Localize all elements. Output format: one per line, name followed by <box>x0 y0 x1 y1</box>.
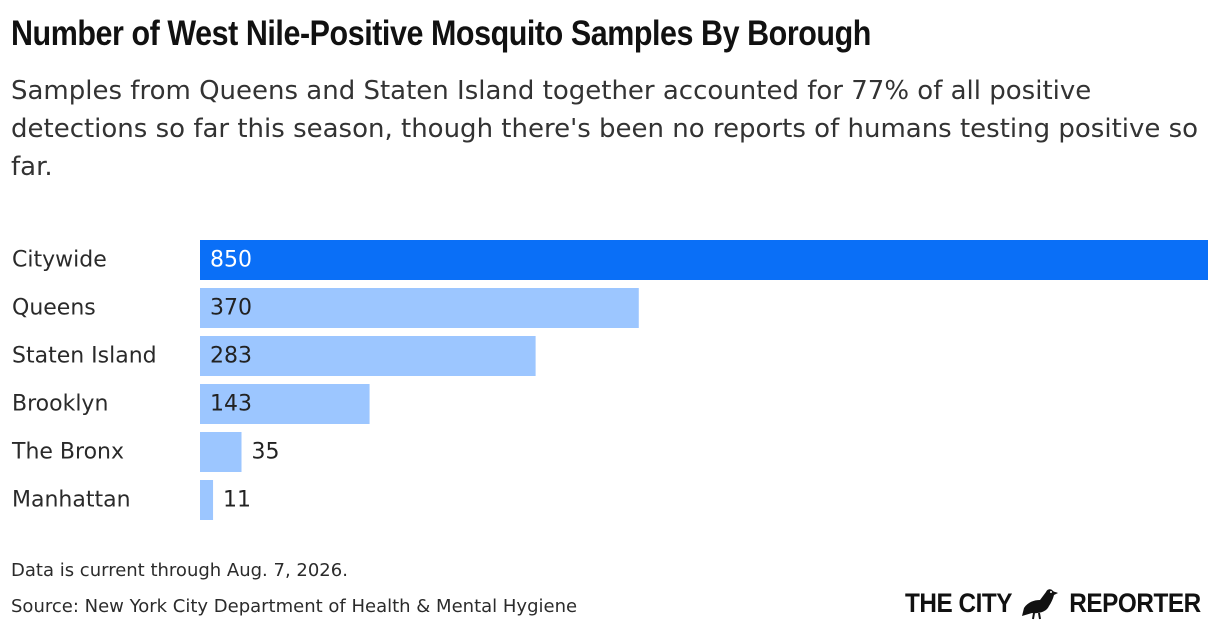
bar <box>200 240 1208 280</box>
category-label: Queens <box>12 296 96 321</box>
data-note: Data is current through Aug. 7, 2026. <box>11 560 348 581</box>
bar-chart: Citywide 850 Queens 370 Staten Island 283 Broo… <box>0 230 1220 530</box>
logo-text-right: REPORTER <box>1069 587 1201 618</box>
value-label: 283 <box>210 344 252 369</box>
value-label: 370 <box>210 296 252 321</box>
bar <box>200 336 536 376</box>
source-note: Source: New York City Department of Heal… <box>11 596 578 617</box>
pigeon-icon <box>1021 589 1058 620</box>
category-label: Citywide <box>12 248 107 273</box>
category-label: Manhattan <box>12 488 131 513</box>
bar <box>200 480 214 520</box>
bar <box>200 288 639 328</box>
value-label: 143 <box>210 392 252 417</box>
chart-title: Number of West Nile-Positive Mosquito Sa… <box>11 14 871 53</box>
category-label: Brooklyn <box>12 392 108 417</box>
category-label: Staten Island <box>12 344 157 369</box>
publisher-logo: THE CITY REPORTER <box>899 586 1208 620</box>
category-label: The Bronx <box>11 440 124 465</box>
bar-chart-svg: Citywide 850 Queens 370 Staten Island 283 Broo… <box>11 240 1208 520</box>
bar <box>200 384 370 424</box>
value-label: 11 <box>223 488 251 513</box>
value-label: 850 <box>210 248 252 273</box>
chart-subtitle: Samples from Queens and Staten Island to… <box>11 76 1199 182</box>
value-label: 35 <box>252 440 280 465</box>
logo-text-left: THE CITY <box>904 587 1013 618</box>
bar <box>200 432 242 472</box>
